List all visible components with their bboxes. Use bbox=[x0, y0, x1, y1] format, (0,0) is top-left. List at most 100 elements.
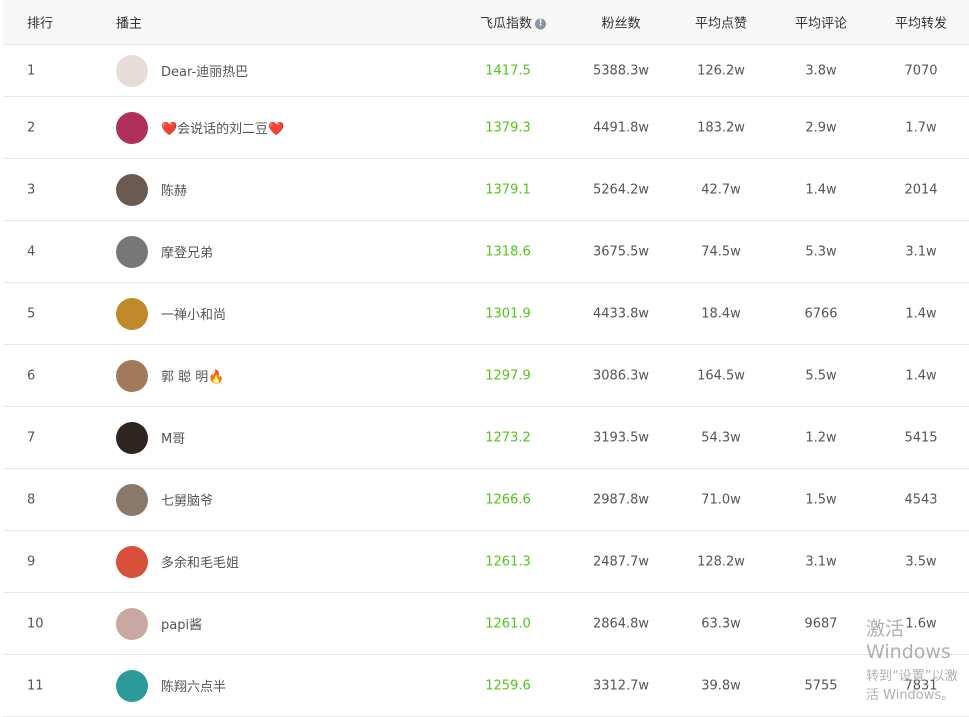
table-row[interactable]: 11 陈翔六点半 1259.6 3312.7w 39.8w 5755 7831 bbox=[3, 655, 969, 717]
table-row[interactable]: 1 Dear-迪丽热巴 1417.5 5388.3w 126.2w 3.8w 7… bbox=[3, 45, 969, 97]
feigua-index: 1266.6 bbox=[485, 492, 531, 507]
anchor[interactable]: 七舅脑爷 bbox=[116, 483, 214, 516]
header-comments[interactable]: 平均评论 bbox=[794, 16, 847, 32]
anchor-name[interactable]: 一禅小和尚 bbox=[161, 308, 227, 323]
avg-shares: 5415 bbox=[904, 430, 938, 445]
feigua-index: 1297.9 bbox=[485, 368, 531, 383]
fans: 2987.8w bbox=[592, 492, 650, 507]
avg-shares: 3.1w bbox=[905, 244, 937, 259]
anchor-name[interactable]: 郭 聪 明🔥 bbox=[161, 370, 225, 385]
rank: 4 bbox=[27, 244, 36, 259]
anchor-name[interactable]: 多余和毛毛姐 bbox=[161, 556, 240, 571]
table-row[interactable]: 5 一禅小和尚 1301.9 4433.8w 18.4w 6766 1.4w bbox=[3, 283, 969, 345]
table-row[interactable]: 3 陈赫 1379.1 5264.2w 42.7w 1.4w 2014 bbox=[3, 159, 969, 221]
fans: 4491.8w bbox=[592, 120, 650, 135]
fans: 2487.7w bbox=[592, 554, 650, 569]
table-row[interactable]: 7 M哥 1273.2 3193.5w 54.3w 1.2w 5415 bbox=[3, 407, 969, 469]
avg-comments: 2.9w bbox=[805, 120, 837, 135]
table-row[interactable]: 9 多余和毛毛姐 1261.3 2487.7w 128.2w 3.1w 3.5w bbox=[3, 531, 969, 593]
anchor[interactable]: Dear-迪丽热巴 bbox=[116, 54, 249, 87]
feigua-index: 1259.6 bbox=[485, 678, 531, 693]
ranking-table: 排行 播主 飞瓜指数! 粉丝数 平均点赞 平均评论 平均转发 1 Dear-迪丽… bbox=[3, 0, 969, 717]
avg-likes: 63.3w bbox=[701, 616, 741, 631]
anchor[interactable]: 郭 聪 明🔥 bbox=[116, 359, 225, 392]
avg-likes: 54.3w bbox=[701, 430, 741, 445]
avatar[interactable] bbox=[116, 235, 148, 268]
header-index-label: 飞瓜指数 bbox=[479, 16, 532, 32]
rank: 1 bbox=[27, 63, 36, 78]
avatar[interactable] bbox=[116, 421, 148, 454]
table-row[interactable]: 2 ❤️会说话的刘二豆❤️ 1379.3 4491.8w 183.2w 2.9w… bbox=[3, 97, 969, 159]
header-rank[interactable]: 排行 bbox=[27, 16, 54, 32]
anchor[interactable]: 摩登兄弟 bbox=[116, 235, 214, 268]
avatar[interactable] bbox=[116, 111, 148, 144]
table-row[interactable]: 10 papi酱 1261.0 2864.8w 63.3w 9687 1.6w bbox=[3, 593, 969, 655]
avg-likes: 164.5w bbox=[697, 368, 745, 383]
avg-comments: 9687 bbox=[804, 616, 838, 631]
feigua-index: 1417.5 bbox=[485, 63, 531, 78]
avg-likes: 39.8w bbox=[701, 678, 741, 693]
avatar[interactable] bbox=[116, 669, 148, 702]
avatar[interactable] bbox=[116, 173, 148, 206]
anchor-name[interactable]: ❤️会说话的刘二豆❤️ bbox=[161, 122, 285, 137]
table-row[interactable]: 4 摩登兄弟 1318.6 3675.5w 74.5w 5.3w 3.1w bbox=[3, 221, 969, 283]
avg-shares: 2014 bbox=[904, 182, 938, 197]
avatar[interactable] bbox=[116, 54, 148, 87]
avg-shares: 7831 bbox=[904, 678, 938, 693]
anchor-name[interactable]: 陈赫 bbox=[161, 184, 188, 199]
avg-shares: 1.6w bbox=[905, 616, 937, 631]
avatar[interactable] bbox=[116, 607, 148, 640]
info-icon[interactable]: ! bbox=[535, 18, 546, 30]
avg-comments: 6766 bbox=[804, 306, 838, 321]
header-likes[interactable]: 平均点赞 bbox=[694, 16, 747, 32]
table-row[interactable]: 6 郭 聪 明🔥 1297.9 3086.3w 164.5w 5.5w 1.4w bbox=[3, 345, 969, 407]
anchor-name[interactable]: papi酱 bbox=[161, 618, 203, 633]
anchor-name[interactable]: 摩登兄弟 bbox=[161, 246, 214, 261]
rank: 3 bbox=[27, 182, 36, 197]
anchor-name[interactable]: 陈翔六点半 bbox=[161, 680, 227, 695]
anchor-name[interactable]: Dear-迪丽热巴 bbox=[161, 65, 249, 80]
avg-shares: 4543 bbox=[904, 492, 938, 507]
header-shares[interactable]: 平均转发 bbox=[894, 16, 947, 32]
anchor[interactable]: 多余和毛毛姐 bbox=[116, 545, 240, 578]
feigua-index: 1273.2 bbox=[485, 430, 531, 445]
header-anchor: 播主 bbox=[116, 16, 143, 32]
anchor[interactable]: 陈赫 bbox=[116, 173, 188, 206]
anchor[interactable]: M哥 bbox=[116, 421, 186, 454]
avg-likes: 18.4w bbox=[701, 306, 741, 321]
avg-shares: 1.4w bbox=[905, 306, 937, 321]
avg-likes: 183.2w bbox=[697, 120, 745, 135]
feigua-index: 1379.3 bbox=[485, 120, 531, 135]
anchor[interactable]: 陈翔六点半 bbox=[116, 669, 227, 702]
avatar[interactable] bbox=[116, 359, 148, 392]
avg-likes: 128.2w bbox=[697, 554, 745, 569]
anchor-name[interactable]: 七舅脑爷 bbox=[161, 494, 214, 509]
fans: 3675.5w bbox=[592, 244, 650, 259]
anchor[interactable]: papi酱 bbox=[116, 607, 203, 640]
rank: 8 bbox=[27, 492, 36, 507]
avg-comments: 5.3w bbox=[805, 244, 837, 259]
rank: 6 bbox=[27, 368, 36, 383]
rank: 5 bbox=[27, 306, 36, 321]
header-fans[interactable]: 粉丝数 bbox=[601, 16, 641, 32]
table-header: 排行 播主 飞瓜指数! 粉丝数 平均点赞 平均评论 平均转发 bbox=[3, 0, 969, 45]
anchor[interactable]: 一禅小和尚 bbox=[116, 297, 227, 330]
anchor-name[interactable]: M哥 bbox=[161, 432, 186, 447]
feigua-index: 1379.1 bbox=[485, 182, 531, 197]
fans: 3193.5w bbox=[592, 430, 650, 445]
avg-likes: 71.0w bbox=[701, 492, 741, 507]
table-row[interactable]: 8 七舅脑爷 1266.6 2987.8w 71.0w 1.5w 4543 bbox=[3, 469, 969, 531]
avg-comments: 5755 bbox=[804, 678, 838, 693]
feigua-index: 1261.3 bbox=[485, 554, 531, 569]
avg-comments: 1.4w bbox=[805, 182, 837, 197]
fans: 5388.3w bbox=[592, 63, 650, 78]
avg-comments: 3.1w bbox=[805, 554, 837, 569]
avatar[interactable] bbox=[116, 545, 148, 578]
avg-likes: 74.5w bbox=[701, 244, 741, 259]
fans: 4433.8w bbox=[592, 306, 650, 321]
avatar[interactable] bbox=[116, 297, 148, 330]
anchor[interactable]: ❤️会说话的刘二豆❤️ bbox=[116, 111, 285, 144]
rank: 7 bbox=[27, 430, 36, 445]
header-index[interactable]: 飞瓜指数! bbox=[473, 13, 553, 32]
avatar[interactable] bbox=[116, 483, 148, 516]
